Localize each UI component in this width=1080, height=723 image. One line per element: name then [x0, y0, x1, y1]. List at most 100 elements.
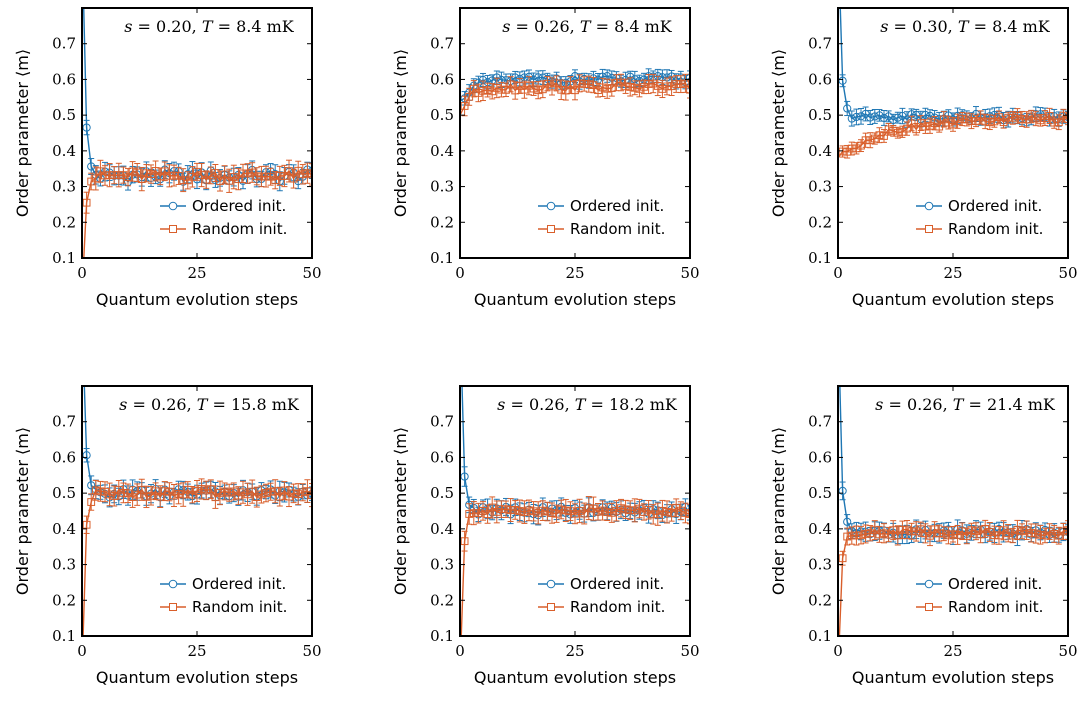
- series-random: [82, 159, 312, 258]
- data-point: [211, 493, 220, 502]
- legend-label: Random init.: [192, 598, 287, 616]
- data-point: [667, 82, 676, 91]
- data-point: [847, 114, 856, 123]
- legend-label: Random init.: [948, 220, 1043, 238]
- x-tick-label: 50: [302, 642, 321, 660]
- data-point: [571, 509, 579, 518]
- data-point: [995, 113, 1003, 122]
- y-tick-label: 0.5: [52, 484, 76, 502]
- data-point: [460, 102, 469, 110]
- y-tick-label: 0.2: [808, 213, 832, 231]
- data-point: [105, 171, 114, 180]
- data-point: [1064, 526, 1068, 535]
- data-point: [879, 113, 889, 123]
- data-point: [119, 488, 128, 497]
- data-point: [1036, 530, 1045, 539]
- data-point: [534, 86, 543, 95]
- data-point: [101, 487, 109, 496]
- y-tick-label: 0.4: [52, 520, 76, 538]
- y-tick-label: 0.2: [52, 213, 76, 231]
- data-point: [852, 144, 861, 153]
- data-point: [584, 80, 593, 89]
- data-point: [483, 510, 492, 519]
- data-point: [1004, 113, 1013, 122]
- data-point: [589, 81, 598, 89]
- data-point: [308, 170, 312, 179]
- data-point: [921, 110, 930, 120]
- data-point: [939, 529, 948, 538]
- data-point: [838, 554, 847, 563]
- data-point: [884, 530, 893, 539]
- data-point: [82, 520, 91, 529]
- y-tick-label: 0.4: [808, 142, 832, 160]
- data-point: [649, 510, 658, 519]
- data-point: [275, 492, 284, 501]
- data-point: [935, 529, 944, 538]
- data-point: [289, 489, 298, 498]
- data-point: [239, 488, 247, 497]
- x-tick-label: 0: [77, 642, 87, 660]
- y-tick-label: 0.4: [430, 520, 454, 538]
- data-point: [912, 110, 921, 120]
- data-point: [1027, 112, 1036, 121]
- data-point: [520, 85, 529, 94]
- legend-label: Ordered init.: [948, 575, 1042, 593]
- data-point: [119, 171, 128, 180]
- y-axis-label: Order parameter ⟨m⟩: [391, 427, 410, 595]
- y-tick-label: 0.1: [808, 249, 832, 267]
- data-point: [511, 86, 520, 95]
- legend-entry-ordered: Ordered init.: [538, 575, 664, 593]
- data-point: [220, 487, 229, 496]
- y-axis-label: Order parameter ⟨m⟩: [769, 49, 788, 217]
- data-point: [603, 508, 612, 517]
- data-point: [1031, 114, 1040, 123]
- data-point: [566, 507, 575, 516]
- data-point: [1018, 115, 1026, 123]
- data-point: [916, 525, 925, 534]
- data-point: [912, 527, 921, 536]
- data-point: [866, 136, 875, 145]
- series-random: [82, 478, 312, 636]
- data-point: [308, 491, 312, 499]
- data-point: [511, 73, 520, 82]
- x-tick-label: 25: [187, 264, 206, 282]
- y-tick-label: 0.5: [430, 484, 454, 502]
- x-tick-label: 25: [943, 642, 962, 660]
- data-point: [1013, 526, 1022, 534]
- y-tick-label: 0.5: [430, 106, 454, 124]
- y-tick-label: 0.7: [430, 413, 454, 431]
- y-tick-label: 0.4: [808, 520, 832, 538]
- y-tick-label: 0.1: [52, 249, 76, 267]
- y-tick-label: 0.1: [430, 627, 454, 645]
- series-random: [838, 519, 1068, 636]
- data-point: [607, 84, 616, 92]
- data-point: [552, 509, 561, 518]
- y-tick-label: 0.5: [52, 106, 76, 124]
- data-point: [875, 111, 884, 120]
- data-point: [981, 117, 990, 126]
- x-axis-label: Quantum evolution steps: [852, 668, 1054, 687]
- data-point: [257, 172, 266, 181]
- data-point: [271, 176, 280, 185]
- data-point: [156, 492, 165, 501]
- legend-entry-random: Random init.: [916, 598, 1043, 616]
- x-tick-label: 50: [680, 642, 699, 660]
- data-point: [667, 509, 676, 517]
- data-point: [193, 487, 201, 495]
- data-point: [220, 170, 229, 179]
- data-point: [538, 85, 547, 94]
- data-point: [1031, 529, 1040, 538]
- data-point: [594, 86, 602, 95]
- plot-area: [82, 8, 312, 258]
- legend-entry-random: Random init.: [160, 220, 287, 238]
- panel-title: s = 0.20, T = 8.4 mK: [124, 17, 295, 36]
- data-point: [889, 526, 898, 535]
- y-tick-label: 0.2: [808, 591, 832, 609]
- data-point: [1008, 531, 1017, 540]
- data-point: [275, 171, 284, 180]
- data-point: [298, 170, 307, 179]
- data-point: [488, 503, 497, 512]
- y-tick-label: 0.3: [808, 178, 832, 196]
